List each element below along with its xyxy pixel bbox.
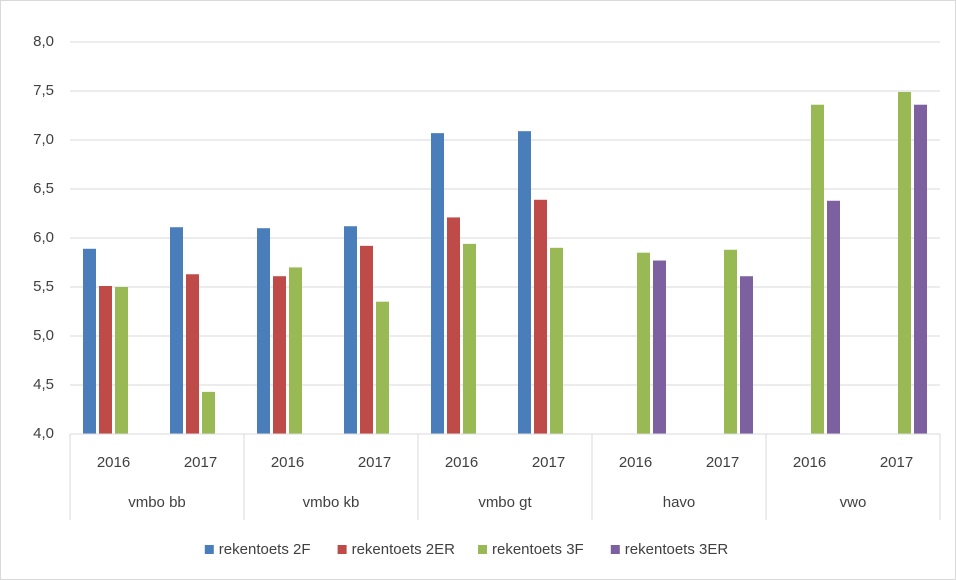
legend-label: rekentoets 3ER [625,541,729,558]
y-tick-label: 6,0 [33,229,54,246]
x-tick-label: 2016 [793,454,826,471]
bar [360,245,373,434]
y-tick-label: 4,5 [33,376,54,393]
bar [186,274,199,434]
x-tick-label: 2017 [358,454,391,471]
bar [811,104,824,434]
bar [447,217,460,434]
bar [914,104,927,434]
bar [257,228,270,434]
y-tick-label: 6,5 [33,180,54,197]
bar [202,391,215,434]
bar [724,249,737,434]
legend-swatch [337,545,347,554]
x-tick-label: 2017 [184,454,217,471]
bar [170,227,183,434]
legend-label: rekentoets 3F [492,541,584,558]
bar [99,286,112,434]
bar [115,287,128,434]
x-tick-label: 2017 [880,454,913,471]
y-tick-label: 5,5 [33,278,54,295]
legend-label: rekentoets 2ER [352,541,456,558]
x-tick-label: 2016 [271,454,304,471]
bar [653,260,666,434]
legend-swatch [204,545,214,554]
bar [376,301,389,434]
x-group-label: vwo [840,494,867,511]
bar [898,91,911,434]
bar [83,248,96,434]
bar [637,252,650,434]
y-tick-label: 7,0 [33,131,54,148]
bar [344,226,357,434]
bar [550,247,563,434]
x-group-label: havo [663,494,696,511]
legend-label: rekentoets 2F [219,541,311,558]
bar [463,243,476,434]
x-tick-label: 2017 [532,454,565,471]
x-tick-label: 2016 [97,454,130,471]
x-tick-label: 2017 [706,454,739,471]
y-tick-label: 5,0 [33,327,54,344]
x-group-label: vmbo kb [303,494,360,511]
y-tick-label: 8,0 [33,33,54,50]
bar [740,276,753,434]
bar [431,133,444,434]
x-tick-label: 2016 [445,454,478,471]
y-tick-label: 4,0 [33,425,54,442]
bar [518,131,531,434]
y-tick-label: 7,5 [33,82,54,99]
bar [534,199,547,434]
bar [273,276,286,434]
bar [827,200,840,434]
x-group-label: vmbo bb [128,494,186,511]
x-group-label: vmbo gt [478,494,532,511]
legend-swatch [478,545,487,554]
legend-swatch [610,545,620,554]
bar [289,267,302,434]
x-tick-label: 2016 [619,454,652,471]
